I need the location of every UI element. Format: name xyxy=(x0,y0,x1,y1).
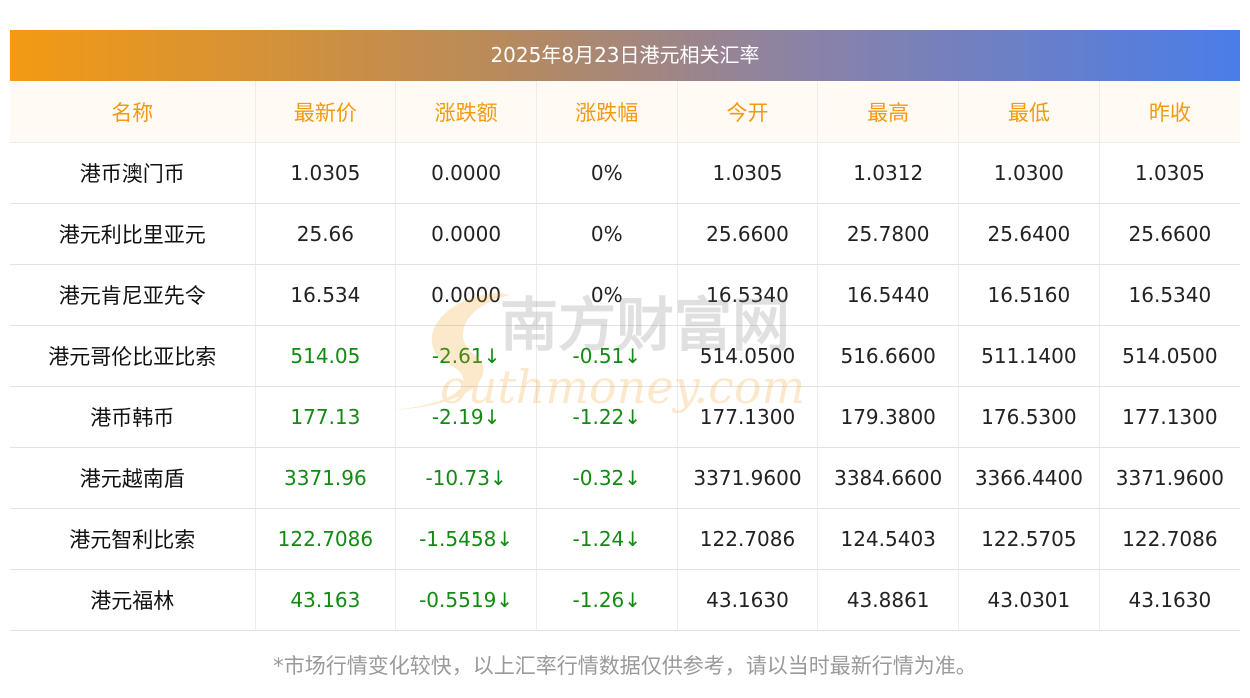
cell-low: 16.5160 xyxy=(958,264,1100,326)
cell-high: 16.5440 xyxy=(817,264,960,326)
cell-change-pct: 0% xyxy=(536,142,678,204)
cell-open: 1.0305 xyxy=(677,142,819,204)
cell-prev-close: 1.0305 xyxy=(1099,142,1240,204)
column-header-low: 最低 xyxy=(958,81,1100,143)
column-header-name: 名称 xyxy=(10,81,256,143)
cell-latest: 43.163 xyxy=(255,569,397,631)
column-header-change-pct: 涨跌幅 xyxy=(536,81,678,143)
cell-change: -0.5519↓ xyxy=(395,569,537,631)
cell-prev-close: 16.5340 xyxy=(1099,264,1240,326)
column-header-latest: 最新价 xyxy=(255,81,397,143)
cell-high: 124.5403 xyxy=(817,508,960,570)
column-header-prev-close: 昨收 xyxy=(1099,81,1240,143)
cell-change-pct: -0.51↓ xyxy=(536,325,678,387)
cell-prev-close: 25.6600 xyxy=(1099,203,1240,265)
cell-latest: 177.13 xyxy=(255,386,397,448)
rates-table: 名称 最新价 涨跌额 涨跌幅 今开 最高 最低 昨收 港币澳门币 1.0305 0.… xyxy=(10,81,1240,631)
cell-low: 43.0301 xyxy=(958,569,1100,631)
cell-change-pct: -1.24↓ xyxy=(536,508,678,570)
cell-high: 516.6600 xyxy=(817,325,960,387)
cell-open: 177.1300 xyxy=(677,386,819,448)
table-row: 港币澳门币 1.0305 0.0000 0% 1.0305 1.0312 1.0300 1.0… xyxy=(10,142,1240,204)
cell-name: 港元肯尼亚先令 xyxy=(10,264,256,326)
table-header: 名称 最新价 涨跌额 涨跌幅 今开 最高 最低 昨收 xyxy=(10,81,1240,143)
cell-open: 25.6600 xyxy=(677,203,819,265)
cell-change-pct: 0% xyxy=(536,264,678,326)
cell-low: 122.5705 xyxy=(958,508,1100,570)
cell-prev-close: 514.0500 xyxy=(1099,325,1240,387)
cell-latest: 3371.96 xyxy=(255,447,397,509)
cell-open: 3371.9600 xyxy=(677,447,819,509)
table-row: 港元肯尼亚先令 16.534 0.0000 0% 16.5340 16.5440 16.51… xyxy=(10,264,1240,326)
cell-change: 0.0000 xyxy=(395,264,537,326)
cell-change-pct: -1.26↓ xyxy=(536,569,678,631)
cell-name: 港元智利比索 xyxy=(10,508,256,570)
cell-change: 0.0000 xyxy=(395,142,537,204)
cell-name: 港元利比里亚元 xyxy=(10,203,256,265)
page-title: 2025年8月23日港元相关汇率 xyxy=(10,30,1240,81)
footnote: *市场行情变化较快，以上汇率行情数据仅供参考，请以当时最新行情为准。 xyxy=(273,654,977,678)
table-row: 港元利比里亚元 25.66 0.0000 0% 25.6600 25.7800 25.640… xyxy=(10,203,1240,265)
cell-prev-close: 177.1300 xyxy=(1099,386,1240,448)
cell-change: -2.61↓ xyxy=(395,325,537,387)
cell-open: 16.5340 xyxy=(677,264,819,326)
cell-name: 港元哥伦比亚比索 xyxy=(10,325,256,387)
cell-change: -10.73↓ xyxy=(395,447,537,509)
cell-name: 港元越南盾 xyxy=(10,447,256,509)
cell-change: -1.5458↓ xyxy=(395,508,537,570)
table-row: 港元哥伦比亚比索 514.05 -2.61↓ -0.51↓ 514.0500 516.66… xyxy=(10,325,1240,387)
cell-open: 122.7086 xyxy=(677,508,819,570)
header-row: 名称 最新价 涨跌额 涨跌幅 今开 最高 最低 昨收 xyxy=(10,81,1240,143)
cell-change: -2.19↓ xyxy=(395,386,537,448)
cell-high: 43.8861 xyxy=(817,569,960,631)
cell-name: 港币韩币 xyxy=(10,386,256,448)
table-row: 港元福林 43.163 -0.5519↓ -1.26↓ 43.1630 43.8861 43… xyxy=(10,569,1240,631)
cell-high: 25.7800 xyxy=(817,203,960,265)
column-header-high: 最高 xyxy=(817,81,960,143)
cell-latest: 122.7086 xyxy=(255,508,397,570)
cell-latest: 16.534 xyxy=(255,264,397,326)
cell-low: 25.6400 xyxy=(958,203,1100,265)
cell-prev-close: 43.1630 xyxy=(1099,569,1240,631)
cell-low: 3366.4400 xyxy=(958,447,1100,509)
cell-latest: 1.0305 xyxy=(255,142,397,204)
cell-name: 港元福林 xyxy=(10,569,256,631)
cell-change: 0.0000 xyxy=(395,203,537,265)
cell-open: 514.0500 xyxy=(677,325,819,387)
cell-low: 511.1400 xyxy=(958,325,1100,387)
cell-name: 港币澳门币 xyxy=(10,142,256,204)
cell-low: 176.5300 xyxy=(958,386,1100,448)
cell-latest: 514.05 xyxy=(255,325,397,387)
cell-prev-close: 3371.9600 xyxy=(1099,447,1240,509)
cell-prev-close: 122.7086 xyxy=(1099,508,1240,570)
cell-high: 179.3800 xyxy=(817,386,960,448)
cell-high: 3384.6600 xyxy=(817,447,960,509)
table-body: 港币澳门币 1.0305 0.0000 0% 1.0305 1.0312 1.0300 1.0… xyxy=(10,142,1240,631)
cell-low: 1.0300 xyxy=(958,142,1100,204)
cell-change-pct: 0% xyxy=(536,203,678,265)
cell-change-pct: -1.22↓ xyxy=(536,386,678,448)
cell-high: 1.0312 xyxy=(817,142,960,204)
table-row: 港币韩币 177.13 -2.19↓ -1.22↓ 177.1300 179.3800 17… xyxy=(10,386,1240,448)
cell-open: 43.1630 xyxy=(677,569,819,631)
column-header-open: 今开 xyxy=(677,81,819,143)
table-row: 港元智利比索 122.7086 -1.5458↓ -1.24↓ 122.7086 124.… xyxy=(10,508,1240,570)
cell-latest: 25.66 xyxy=(255,203,397,265)
column-header-change: 涨跌额 xyxy=(395,81,537,143)
table-row: 港元越南盾 3371.96 -10.73↓ -0.32↓ 3371.9600 3384.6… xyxy=(10,447,1240,509)
cell-change-pct: -0.32↓ xyxy=(536,447,678,509)
rates-panel: 2025年8月23日港元相关汇率 名称 最新价 涨跌额 涨跌幅 今开 最高 最低… xyxy=(10,30,1240,631)
